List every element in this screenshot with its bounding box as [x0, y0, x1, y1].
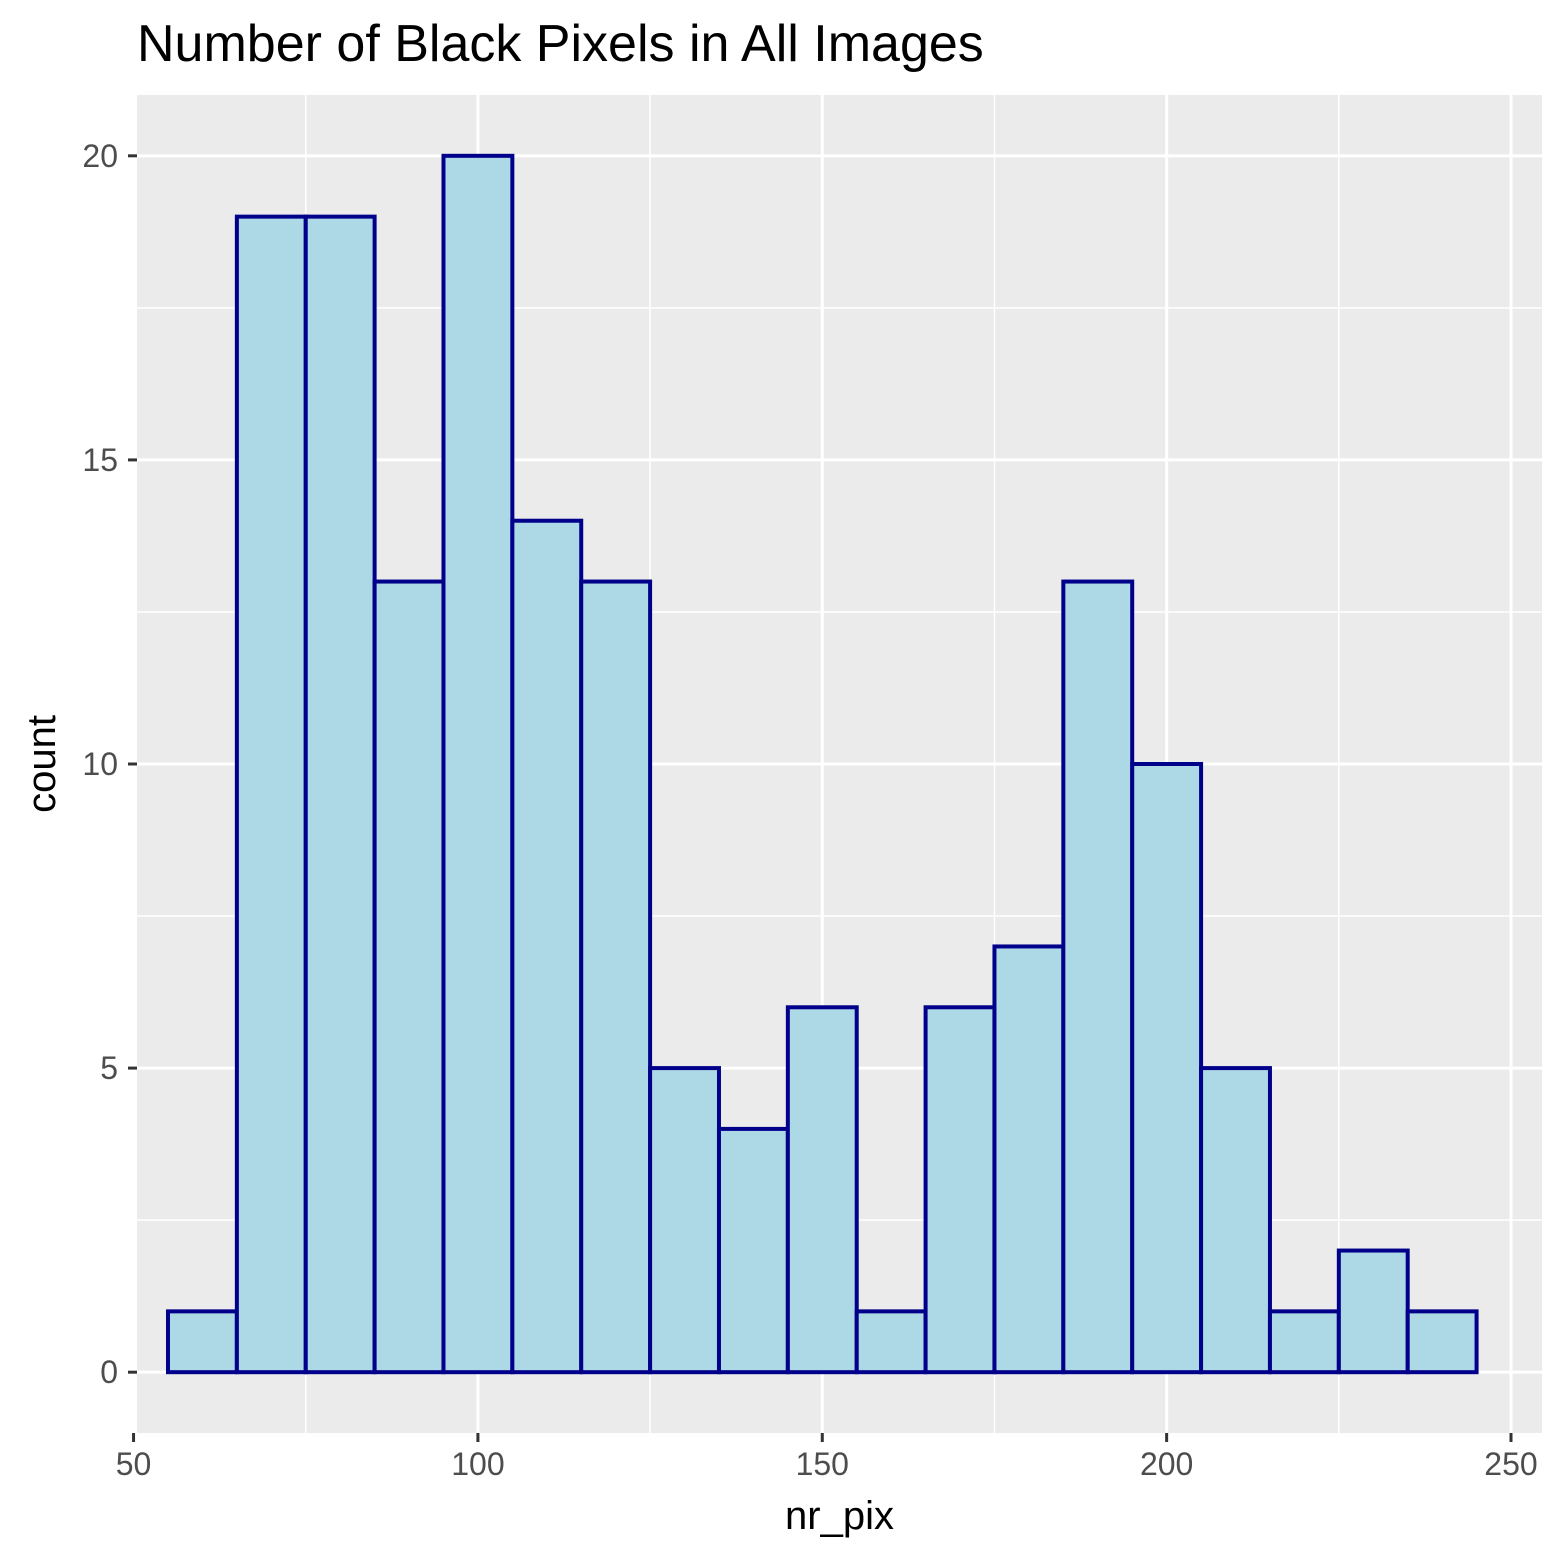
histogram-bars: [165, 153, 1479, 1375]
x-tick-label: 50: [116, 1446, 152, 1482]
y-tick-label: 10: [82, 746, 118, 782]
y-tick-label: 0: [100, 1354, 118, 1390]
histogram-bar: [510, 518, 584, 1375]
histogram-bar: [923, 1005, 997, 1375]
histogram-bar: [372, 579, 446, 1375]
x-tick-label: 100: [451, 1446, 504, 1482]
histogram-bar: [648, 1066, 721, 1375]
histogram-bar: [854, 1309, 928, 1375]
histogram-bar: [1267, 1309, 1341, 1375]
x-tick-label: 150: [796, 1446, 849, 1482]
x-axis: 50 100 150 200 250: [116, 1433, 1538, 1482]
y-axis-title: count: [20, 715, 64, 813]
histogram-bar: [303, 214, 377, 1375]
y-tick-label: 20: [82, 138, 118, 174]
histogram-bar: [1061, 579, 1135, 1375]
x-tick-label: 250: [1484, 1446, 1537, 1482]
y-axis: 0 5 10 15 20: [82, 138, 137, 1390]
histogram-bar: [165, 1309, 239, 1375]
histogram-bar: [441, 153, 515, 1375]
y-tick-label: 5: [100, 1050, 118, 1086]
histogram-bar: [1199, 1066, 1272, 1375]
histogram-bar: [234, 214, 308, 1375]
y-tick-label: 15: [82, 442, 118, 478]
histogram-bar: [1130, 762, 1204, 1375]
histogram-bar: [785, 1005, 859, 1375]
histogram-bar: [1336, 1248, 1410, 1375]
histogram-bar: [1405, 1309, 1479, 1375]
x-tick-label: 200: [1140, 1446, 1193, 1482]
chart-title: Number of Black Pixels in All Images: [137, 15, 984, 73]
histogram-bar: [992, 944, 1066, 1375]
histogram-bar: [579, 579, 653, 1375]
x-axis-title: nr_pix: [785, 1494, 894, 1538]
histogram-bar: [716, 1126, 790, 1375]
